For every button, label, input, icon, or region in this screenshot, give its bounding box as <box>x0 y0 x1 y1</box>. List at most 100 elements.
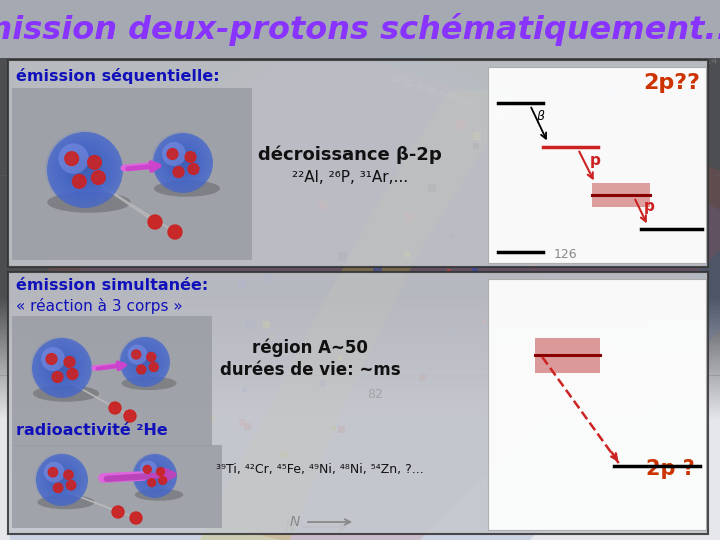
Circle shape <box>119 336 169 386</box>
Circle shape <box>52 137 115 201</box>
Circle shape <box>38 345 84 390</box>
Circle shape <box>59 144 109 194</box>
Bar <box>447 269 451 273</box>
Circle shape <box>168 225 182 239</box>
Circle shape <box>152 473 158 479</box>
Circle shape <box>55 361 68 375</box>
Text: 126: 126 <box>553 248 577 261</box>
Text: 126: 126 <box>650 372 671 382</box>
Bar <box>270 334 274 338</box>
Circle shape <box>42 461 80 498</box>
Circle shape <box>37 343 85 392</box>
Circle shape <box>149 470 161 482</box>
Bar <box>568 187 572 191</box>
Circle shape <box>60 145 108 193</box>
Circle shape <box>138 458 171 492</box>
Circle shape <box>76 161 94 179</box>
Circle shape <box>121 338 167 384</box>
Circle shape <box>57 142 111 196</box>
Text: décroissance β-2p: décroissance β-2p <box>258 146 442 164</box>
Text: durées de vie: ~ms: durées de vie: ~ms <box>220 361 400 379</box>
Polygon shape <box>200 90 520 540</box>
Circle shape <box>158 138 206 186</box>
Circle shape <box>161 141 203 184</box>
Circle shape <box>36 454 88 506</box>
Circle shape <box>127 345 148 364</box>
Circle shape <box>133 454 175 496</box>
Circle shape <box>43 462 79 497</box>
Circle shape <box>124 341 164 381</box>
Circle shape <box>165 145 199 179</box>
Circle shape <box>46 464 76 495</box>
Circle shape <box>126 343 162 380</box>
Circle shape <box>46 353 76 382</box>
Text: émission simultanée:: émission simultanée: <box>16 278 208 293</box>
Circle shape <box>175 155 191 171</box>
Circle shape <box>36 454 86 504</box>
Circle shape <box>41 347 65 371</box>
Circle shape <box>78 164 91 176</box>
Circle shape <box>141 358 149 366</box>
Bar <box>8 60 708 267</box>
Circle shape <box>53 360 70 376</box>
Bar <box>472 268 478 274</box>
Circle shape <box>63 148 105 191</box>
Circle shape <box>71 157 97 183</box>
Circle shape <box>45 352 77 383</box>
Circle shape <box>128 346 161 377</box>
Circle shape <box>65 151 103 188</box>
Circle shape <box>66 481 76 490</box>
Circle shape <box>135 353 153 371</box>
Circle shape <box>120 337 170 387</box>
Circle shape <box>178 158 188 168</box>
Circle shape <box>43 349 79 386</box>
Circle shape <box>163 144 201 181</box>
Circle shape <box>143 360 147 364</box>
Circle shape <box>142 359 148 365</box>
Bar <box>404 251 410 257</box>
Circle shape <box>169 150 195 176</box>
Circle shape <box>137 354 153 370</box>
Text: Emission deux-protons schématiquement....: Emission deux-protons schématiquement...… <box>0 14 720 46</box>
Circle shape <box>155 135 209 189</box>
Circle shape <box>167 148 178 159</box>
Bar <box>319 380 326 387</box>
Circle shape <box>153 133 211 191</box>
Bar <box>319 201 327 209</box>
Bar <box>473 132 481 140</box>
Circle shape <box>35 453 87 505</box>
Circle shape <box>135 456 173 495</box>
Circle shape <box>53 483 63 492</box>
Circle shape <box>173 167 184 178</box>
Bar <box>658 197 664 203</box>
Circle shape <box>36 342 86 392</box>
Circle shape <box>168 148 197 177</box>
Circle shape <box>80 165 90 175</box>
Circle shape <box>137 365 145 374</box>
Circle shape <box>60 366 64 370</box>
Text: N: N <box>290 515 300 529</box>
Circle shape <box>58 364 66 372</box>
Circle shape <box>57 475 67 485</box>
Circle shape <box>58 143 110 195</box>
Circle shape <box>44 462 78 496</box>
Circle shape <box>65 152 78 165</box>
Circle shape <box>48 468 58 477</box>
Circle shape <box>88 156 102 169</box>
Text: β: β <box>536 110 544 123</box>
Circle shape <box>156 136 208 188</box>
Circle shape <box>91 171 105 185</box>
Bar <box>338 356 342 360</box>
Circle shape <box>136 457 172 494</box>
Circle shape <box>132 350 140 359</box>
Text: p: p <box>590 153 601 168</box>
Circle shape <box>154 134 210 190</box>
Circle shape <box>59 365 65 371</box>
Circle shape <box>185 152 196 163</box>
Bar <box>12 88 252 260</box>
Circle shape <box>52 357 71 377</box>
Circle shape <box>149 362 158 372</box>
Circle shape <box>153 474 157 478</box>
Circle shape <box>39 346 83 389</box>
Circle shape <box>52 372 63 382</box>
